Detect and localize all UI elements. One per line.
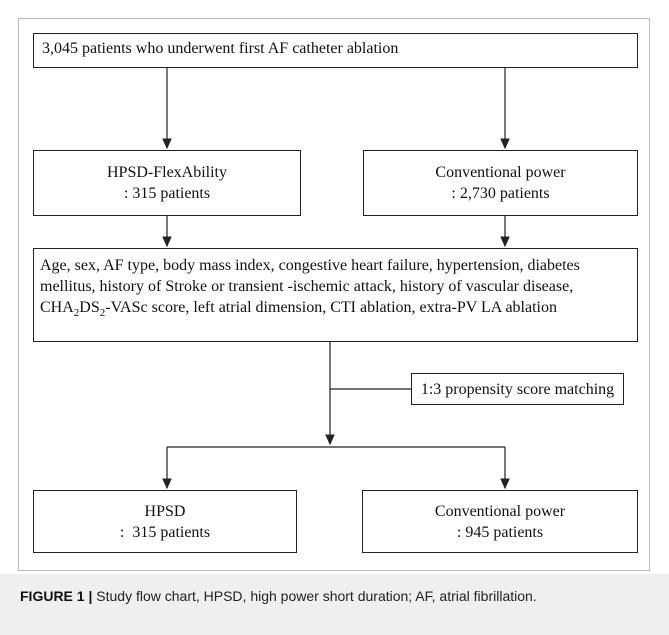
node-label: : 315 patients: [119, 523, 211, 541]
connectors: [162, 67, 510, 490]
caption: FIGURE 1 | Study flow chart, HPSD, high …: [0, 574, 669, 635]
node-label: DS: [79, 299, 100, 316]
caption-text: Study flow chart, HPSD, high power short…: [92, 588, 537, 604]
node-label: : 315 patients: [123, 185, 211, 202]
figure-frame: [18, 18, 650, 571]
node-label: : 2,730 patients: [451, 185, 550, 202]
hpsd-initial-box: HPSD-FlexAbility : 315 patients: [33, 150, 301, 216]
conv-initial-box: Conventional power : 2,730 patients: [363, 150, 638, 216]
subscript: 2: [73, 307, 80, 320]
caption-label: FIGURE 1 |: [20, 588, 93, 604]
node-label: HPSD-FlexAbility: [106, 164, 227, 181]
node-label: 1:3 propensity score matching: [420, 380, 615, 398]
node-label: Conventional power: [434, 502, 566, 520]
cohort-box: 3,045 patients who underwent first AF ca…: [33, 33, 638, 68]
node-label: : 945 patients: [456, 523, 544, 541]
node-label: Conventional power: [435, 164, 566, 181]
subscript: 2: [99, 307, 106, 320]
conv-matched-box: Conventional power : 945 patients: [362, 490, 638, 553]
node-label: Age, sex, AF type, body mass index, cong…: [40, 257, 580, 316]
node-label: 3,045 patients who underwent first AF ca…: [42, 40, 399, 57]
node-label: -VASc score, left atrial dimension, CTI …: [105, 299, 557, 316]
matching-box: 1:3 propensity score matching: [411, 373, 624, 405]
node-label: HPSD: [144, 502, 186, 520]
hpsd-matched-box: HPSD : 315 patients: [33, 490, 297, 553]
covariates-box: Age, sex, AF type, body mass index, cong…: [33, 248, 638, 342]
